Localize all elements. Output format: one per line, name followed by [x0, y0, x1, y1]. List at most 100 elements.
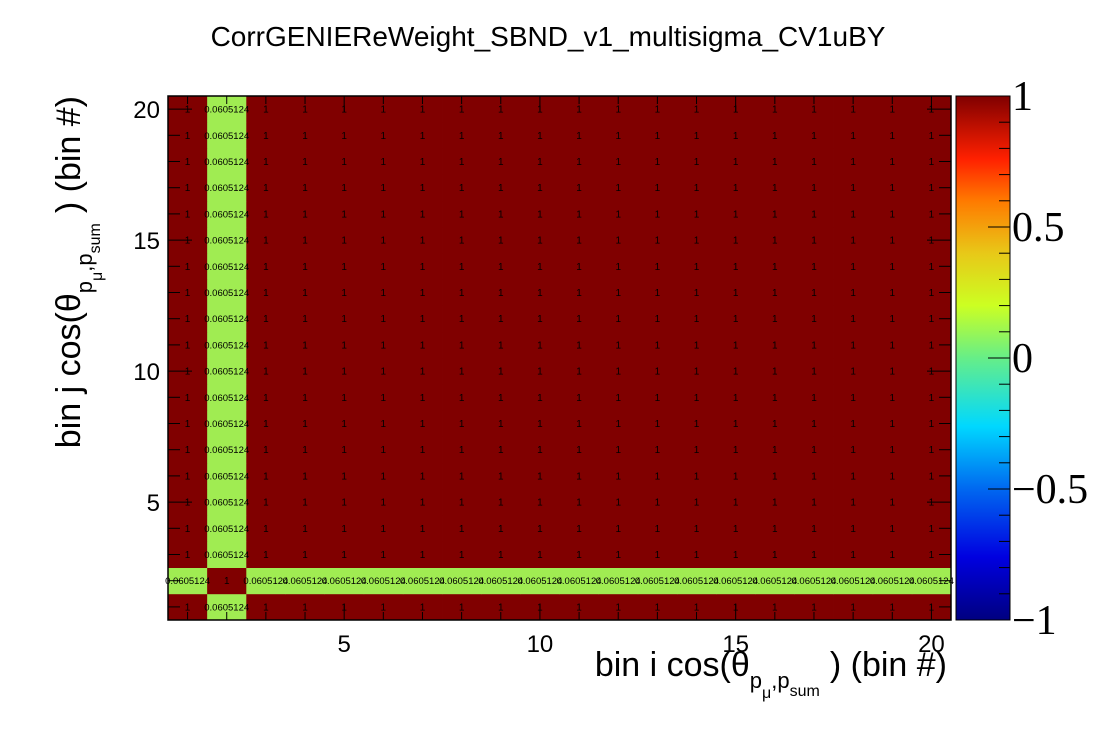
heatmap-cell [559, 200, 600, 228]
heatmap-cell [637, 567, 678, 595]
heatmap-cell [755, 515, 795, 542]
heatmap-cell [872, 174, 913, 202]
cell-label: 1 [498, 183, 504, 194]
x-axis-sub-sep: , [771, 668, 777, 693]
x-axis-label-suffix: ) (bin #) [830, 646, 947, 684]
cell-label: 1 [420, 367, 426, 378]
heatmap-cell [285, 305, 325, 333]
cell-label: 1 [811, 209, 817, 220]
heatmap-cell [402, 384, 443, 411]
cell-label: 1 [850, 445, 856, 456]
heatmap-cell [755, 489, 795, 516]
heatmap-cell [402, 489, 443, 516]
heatmap-cell [324, 384, 365, 411]
cell-label: 1 [459, 340, 465, 351]
cell-label: 0.0605124 [204, 183, 249, 194]
heatmap-cell [794, 358, 834, 385]
heatmap-cell [363, 515, 404, 542]
heatmap-cell [833, 174, 874, 202]
heatmap-cell [637, 227, 678, 254]
heatmap-cell [676, 358, 717, 385]
heatmap-cell [246, 358, 286, 385]
cell-label: 1 [498, 445, 504, 456]
cell-label: 1 [185, 419, 191, 430]
cell-label: 1 [615, 157, 621, 168]
heatmap-cell [442, 384, 482, 411]
heatmap-cell [402, 200, 443, 228]
y-axis-label-suffix: ) (bin #) [50, 96, 88, 213]
cell-label: 1 [811, 340, 817, 351]
heatmap-cell [833, 331, 874, 359]
x-tick-label: 5 [337, 631, 350, 658]
heatmap-cell [559, 331, 600, 359]
heatmap-cell [716, 410, 756, 437]
color-bar-tick-label: −1 [1012, 598, 1057, 644]
x-axis-sub-p2: p [777, 668, 789, 693]
cell-label: 0.0605124 [439, 576, 484, 587]
cell-label: 1 [576, 367, 582, 378]
heatmap-cell [363, 489, 404, 516]
heatmap-cell [324, 515, 365, 542]
heatmap-cell [402, 122, 443, 149]
heatmap-cell [872, 331, 913, 359]
heatmap-cell [207, 436, 247, 464]
cell-label: 1 [576, 262, 582, 273]
heatmap-cell [481, 174, 521, 202]
heatmap-cell [324, 489, 365, 516]
cell-label: 1 [694, 105, 700, 116]
cell-label: 1 [655, 209, 661, 220]
cell-label: 1 [185, 209, 191, 220]
cell-label: 1 [381, 105, 387, 116]
cell-label: 1 [615, 419, 621, 430]
heatmap-cell [559, 462, 600, 490]
cell-label: 1 [185, 105, 191, 116]
cell-label: 1 [615, 105, 621, 116]
cell-label: 1 [889, 550, 895, 561]
cell-label: 1 [655, 419, 661, 430]
cell-label: 1 [694, 131, 700, 142]
cell-label: 1 [459, 471, 465, 482]
cell-label: 1 [772, 471, 778, 482]
heatmap-cell [676, 410, 717, 437]
heatmap-cell [716, 174, 756, 202]
cell-label: 1 [694, 471, 700, 482]
cell-label: 1 [576, 183, 582, 194]
heatmap-cell [324, 358, 365, 385]
heatmap-cell [676, 253, 717, 280]
heatmap-cell [520, 253, 560, 280]
cell-label: 1 [341, 471, 347, 482]
heatmap-cell [285, 541, 325, 568]
cell-label: 1 [302, 131, 308, 142]
heatmap-cell [246, 515, 286, 542]
cell-label: 1 [655, 524, 661, 535]
cell-label: 1 [341, 288, 347, 299]
heatmap-cell [402, 279, 443, 306]
heatmap-cell [872, 384, 913, 411]
heatmap-cell [559, 358, 600, 385]
cell-label: 1 [498, 157, 504, 168]
heatmap-cell [833, 462, 874, 490]
cell-label: 1 [420, 105, 426, 116]
cell-label: 1 [615, 236, 621, 247]
cell-label: 1 [302, 236, 308, 247]
cell-label: 1 [850, 602, 856, 613]
cell-label: 1 [576, 524, 582, 535]
cell-label: 1 [655, 262, 661, 273]
cell-label: 0.0605124 [204, 471, 249, 482]
cell-label: 1 [381, 209, 387, 220]
cell-label: 1 [576, 105, 582, 116]
cell-label: 1 [850, 105, 856, 116]
cell-label: 1 [576, 236, 582, 247]
cell-label: 1 [420, 209, 426, 220]
cell-label: 1 [655, 131, 661, 142]
cell-label: 0.0605124 [204, 367, 249, 378]
cell-label: 1 [537, 314, 543, 325]
cell-label: 1 [733, 524, 739, 535]
cell-label: 1 [929, 419, 935, 430]
heatmap-cell [637, 305, 678, 333]
cell-label: 1 [381, 419, 387, 430]
cell-label: 1 [381, 183, 387, 194]
cell-label: 1 [420, 471, 426, 482]
heatmap-cell [442, 436, 482, 464]
